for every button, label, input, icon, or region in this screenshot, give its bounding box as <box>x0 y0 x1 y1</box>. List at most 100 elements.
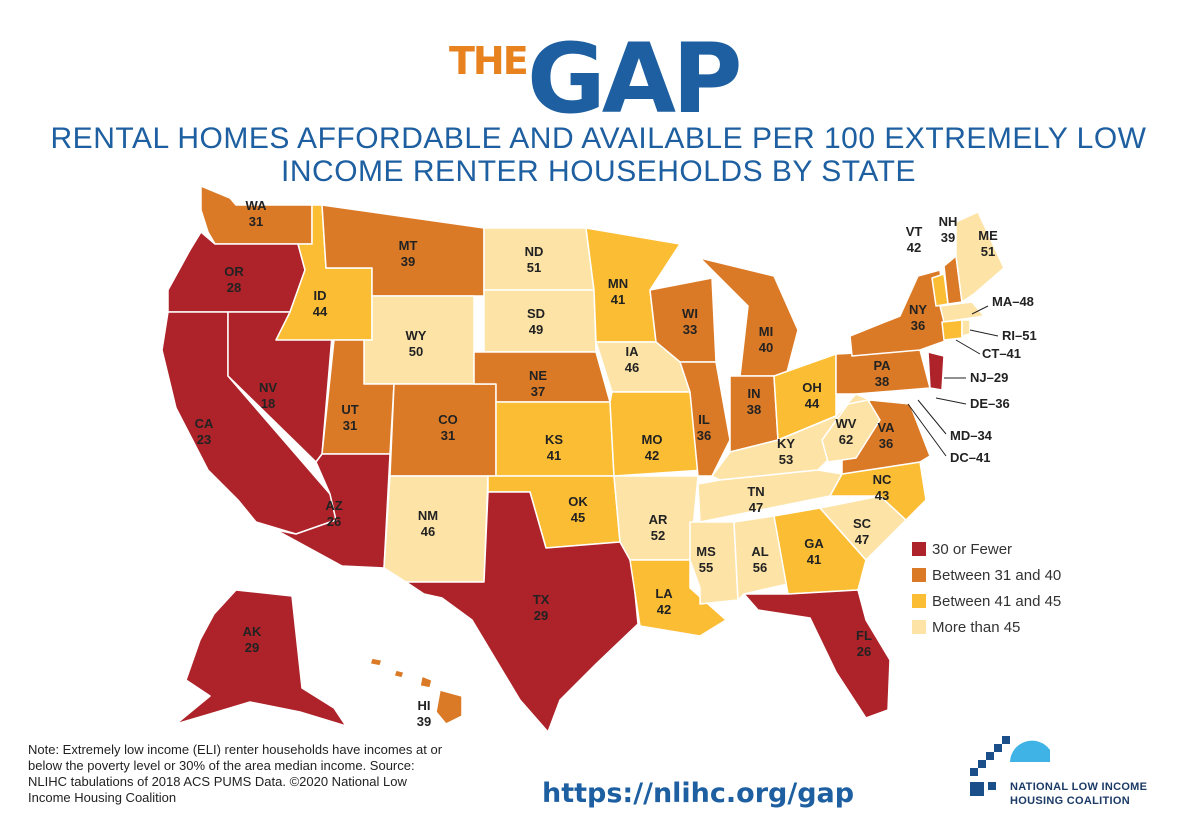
state-label-co: CO <box>438 412 458 427</box>
state-label-ia: IA <box>626 344 640 359</box>
dc-leader <box>907 403 947 457</box>
state-label-oh: OH <box>802 380 822 395</box>
callout-label: DE–36 <box>970 396 1010 411</box>
state-TX <box>405 491 639 733</box>
state-MA <box>939 301 985 323</box>
state-value-nv: 18 <box>261 396 275 411</box>
legend: 30 or Fewer Between 31 and 40 Between 41… <box>912 536 1112 640</box>
callout-label: RI–51 <box>1002 328 1037 343</box>
org-name: NATIONAL LOW INCOME HOUSING COALITION <box>1010 780 1147 808</box>
state-GA <box>773 507 867 595</box>
state-label-me: ME <box>978 228 998 243</box>
state-label-vt: VT <box>906 224 923 239</box>
state-label-in: IN <box>748 386 761 401</box>
state-value-nd: 51 <box>527 260 541 275</box>
nlihc-logo-arc <box>1010 740 1050 762</box>
state-label-id: ID <box>314 288 327 303</box>
state-value-ny: 36 <box>911 318 925 333</box>
gap-logo: THE GAP <box>0 18 1197 118</box>
state-value-oh: 44 <box>805 396 820 411</box>
state-value-az: 26 <box>327 514 341 529</box>
state-value-or: 28 <box>227 280 241 295</box>
gap-url-link[interactable]: https://nlihc.org/gap <box>542 778 855 809</box>
md-leader <box>917 399 947 435</box>
state-WV-body <box>821 399 881 463</box>
state-value-tx: 29 <box>534 608 548 623</box>
state-value-hi: 39 <box>417 714 431 729</box>
state-value-me: 51 <box>981 244 995 259</box>
state-label-nm: NM <box>418 508 438 523</box>
logo-gap: GAP <box>527 23 739 118</box>
state-value-wy: 50 <box>409 344 423 359</box>
state-value-ok: 45 <box>571 510 585 525</box>
state-label-hi: HI <box>418 698 431 713</box>
state-value-wi: 33 <box>683 322 697 337</box>
state-FL <box>743 589 891 719</box>
state-value-pa: 38 <box>875 374 889 389</box>
state-label-il: IL <box>698 412 710 427</box>
state-value-sc: 47 <box>855 532 869 547</box>
state-AL <box>733 515 789 601</box>
state-value-vt: 42 <box>907 240 921 255</box>
state-ME <box>955 211 1005 303</box>
legend-item: Between 31 and 40 <box>912 562 1112 588</box>
state-value-wa: 31 <box>249 214 263 229</box>
state-label-ga: GA <box>804 536 824 551</box>
state-HI-oahu <box>393 669 405 679</box>
state-label-wy: WY <box>406 328 427 343</box>
state-value-sd: 49 <box>529 322 543 337</box>
state-label-az: AZ <box>325 498 342 513</box>
legend-item: 30 or Fewer <box>912 536 1112 562</box>
org-name-line-2: HOUSING COALITION <box>1010 795 1130 807</box>
legend-label: Between 31 and 40 <box>932 566 1062 584</box>
state-value-wv: 62 <box>839 432 853 447</box>
legend-swatch <box>912 542 926 556</box>
state-label-ar: AR <box>649 512 668 527</box>
state-value-ak: 29 <box>245 640 259 655</box>
state-MS <box>689 521 739 605</box>
logo-the: THE <box>449 39 527 83</box>
legend-swatch <box>912 594 926 608</box>
state-NJ <box>927 351 945 391</box>
state-label-tx: TX <box>533 592 550 607</box>
map-subtitle: RENTAL HOMES AFFORDABLE AND AVAILABLE PE… <box>0 122 1197 188</box>
state-value-ca: 23 <box>197 432 211 447</box>
state-HI-maui <box>419 675 433 689</box>
state-label-nd: ND <box>525 244 544 259</box>
state-label-nc: NC <box>873 472 892 487</box>
state-value-tn: 47 <box>749 500 763 515</box>
nlihc-logo-steps <box>970 736 1010 796</box>
state-label-mt: MT <box>399 238 418 253</box>
state-label-nv: NV <box>259 380 277 395</box>
legend-item: More than 45 <box>912 614 1112 640</box>
state-label-ks: KS <box>545 432 563 447</box>
de-leader <box>935 397 967 405</box>
state-value-in: 38 <box>747 402 761 417</box>
state-ND <box>483 227 595 291</box>
state-MO <box>609 391 705 477</box>
legend-label: Between 41 and 45 <box>932 592 1062 610</box>
state-value-ut: 31 <box>343 418 357 433</box>
state-value-il: 36 <box>697 428 711 443</box>
subtitle-line-1: RENTAL HOMES AFFORDABLE AND AVAILABLE PE… <box>50 122 1147 155</box>
state-label-al: AL <box>751 544 768 559</box>
state-NM <box>383 475 489 583</box>
state-label-or: OR <box>224 264 244 279</box>
state-value-ga: 41 <box>807 552 821 567</box>
subtitle-line-2: INCOME RENTER HOUSEHOLDS BY STATE <box>281 155 916 188</box>
state-label-ok: OK <box>568 494 588 509</box>
state-label-nh: NH <box>939 214 958 229</box>
state-label-mn: MN <box>608 276 628 291</box>
state-value-nh: 39 <box>941 230 955 245</box>
state-HI-big <box>435 689 463 725</box>
state-label-ny: NY <box>909 302 927 317</box>
state-label-la: LA <box>655 586 673 601</box>
state-value-mo: 42 <box>645 448 659 463</box>
state-value-nc: 43 <box>875 488 889 503</box>
ma-leader <box>971 305 989 315</box>
state-value-ks: 41 <box>547 448 561 463</box>
state-label-ak: AK <box>243 624 262 639</box>
state-value-id: 44 <box>313 304 328 319</box>
state-label-ky: KY <box>777 436 795 451</box>
